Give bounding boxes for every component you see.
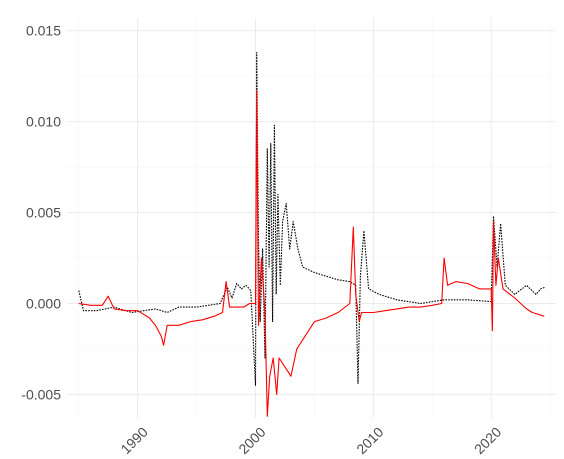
series-group xyxy=(78,51,546,417)
y-tick-label: -0.005 xyxy=(21,386,61,402)
grid xyxy=(67,18,556,418)
series-line-1 xyxy=(78,51,546,386)
x-tick-label: 1990 xyxy=(117,424,150,457)
x-axis-ticks: 1990 2000 2010 2020 xyxy=(117,424,504,457)
y-tick-label: 0.015 xyxy=(26,23,61,39)
y-tick-label: 0.010 xyxy=(26,114,61,130)
x-tick-label: 2010 xyxy=(353,424,386,457)
x-tick-label: 2020 xyxy=(471,424,504,457)
series-line-2 xyxy=(78,90,545,417)
y-axis-ticks: -0.005 0.000 0.005 0.010 0.015 xyxy=(21,23,61,403)
x-tick-label: 2000 xyxy=(235,424,268,457)
y-tick-label: 0.000 xyxy=(26,295,61,311)
y-tick-label: 0.005 xyxy=(26,205,61,221)
